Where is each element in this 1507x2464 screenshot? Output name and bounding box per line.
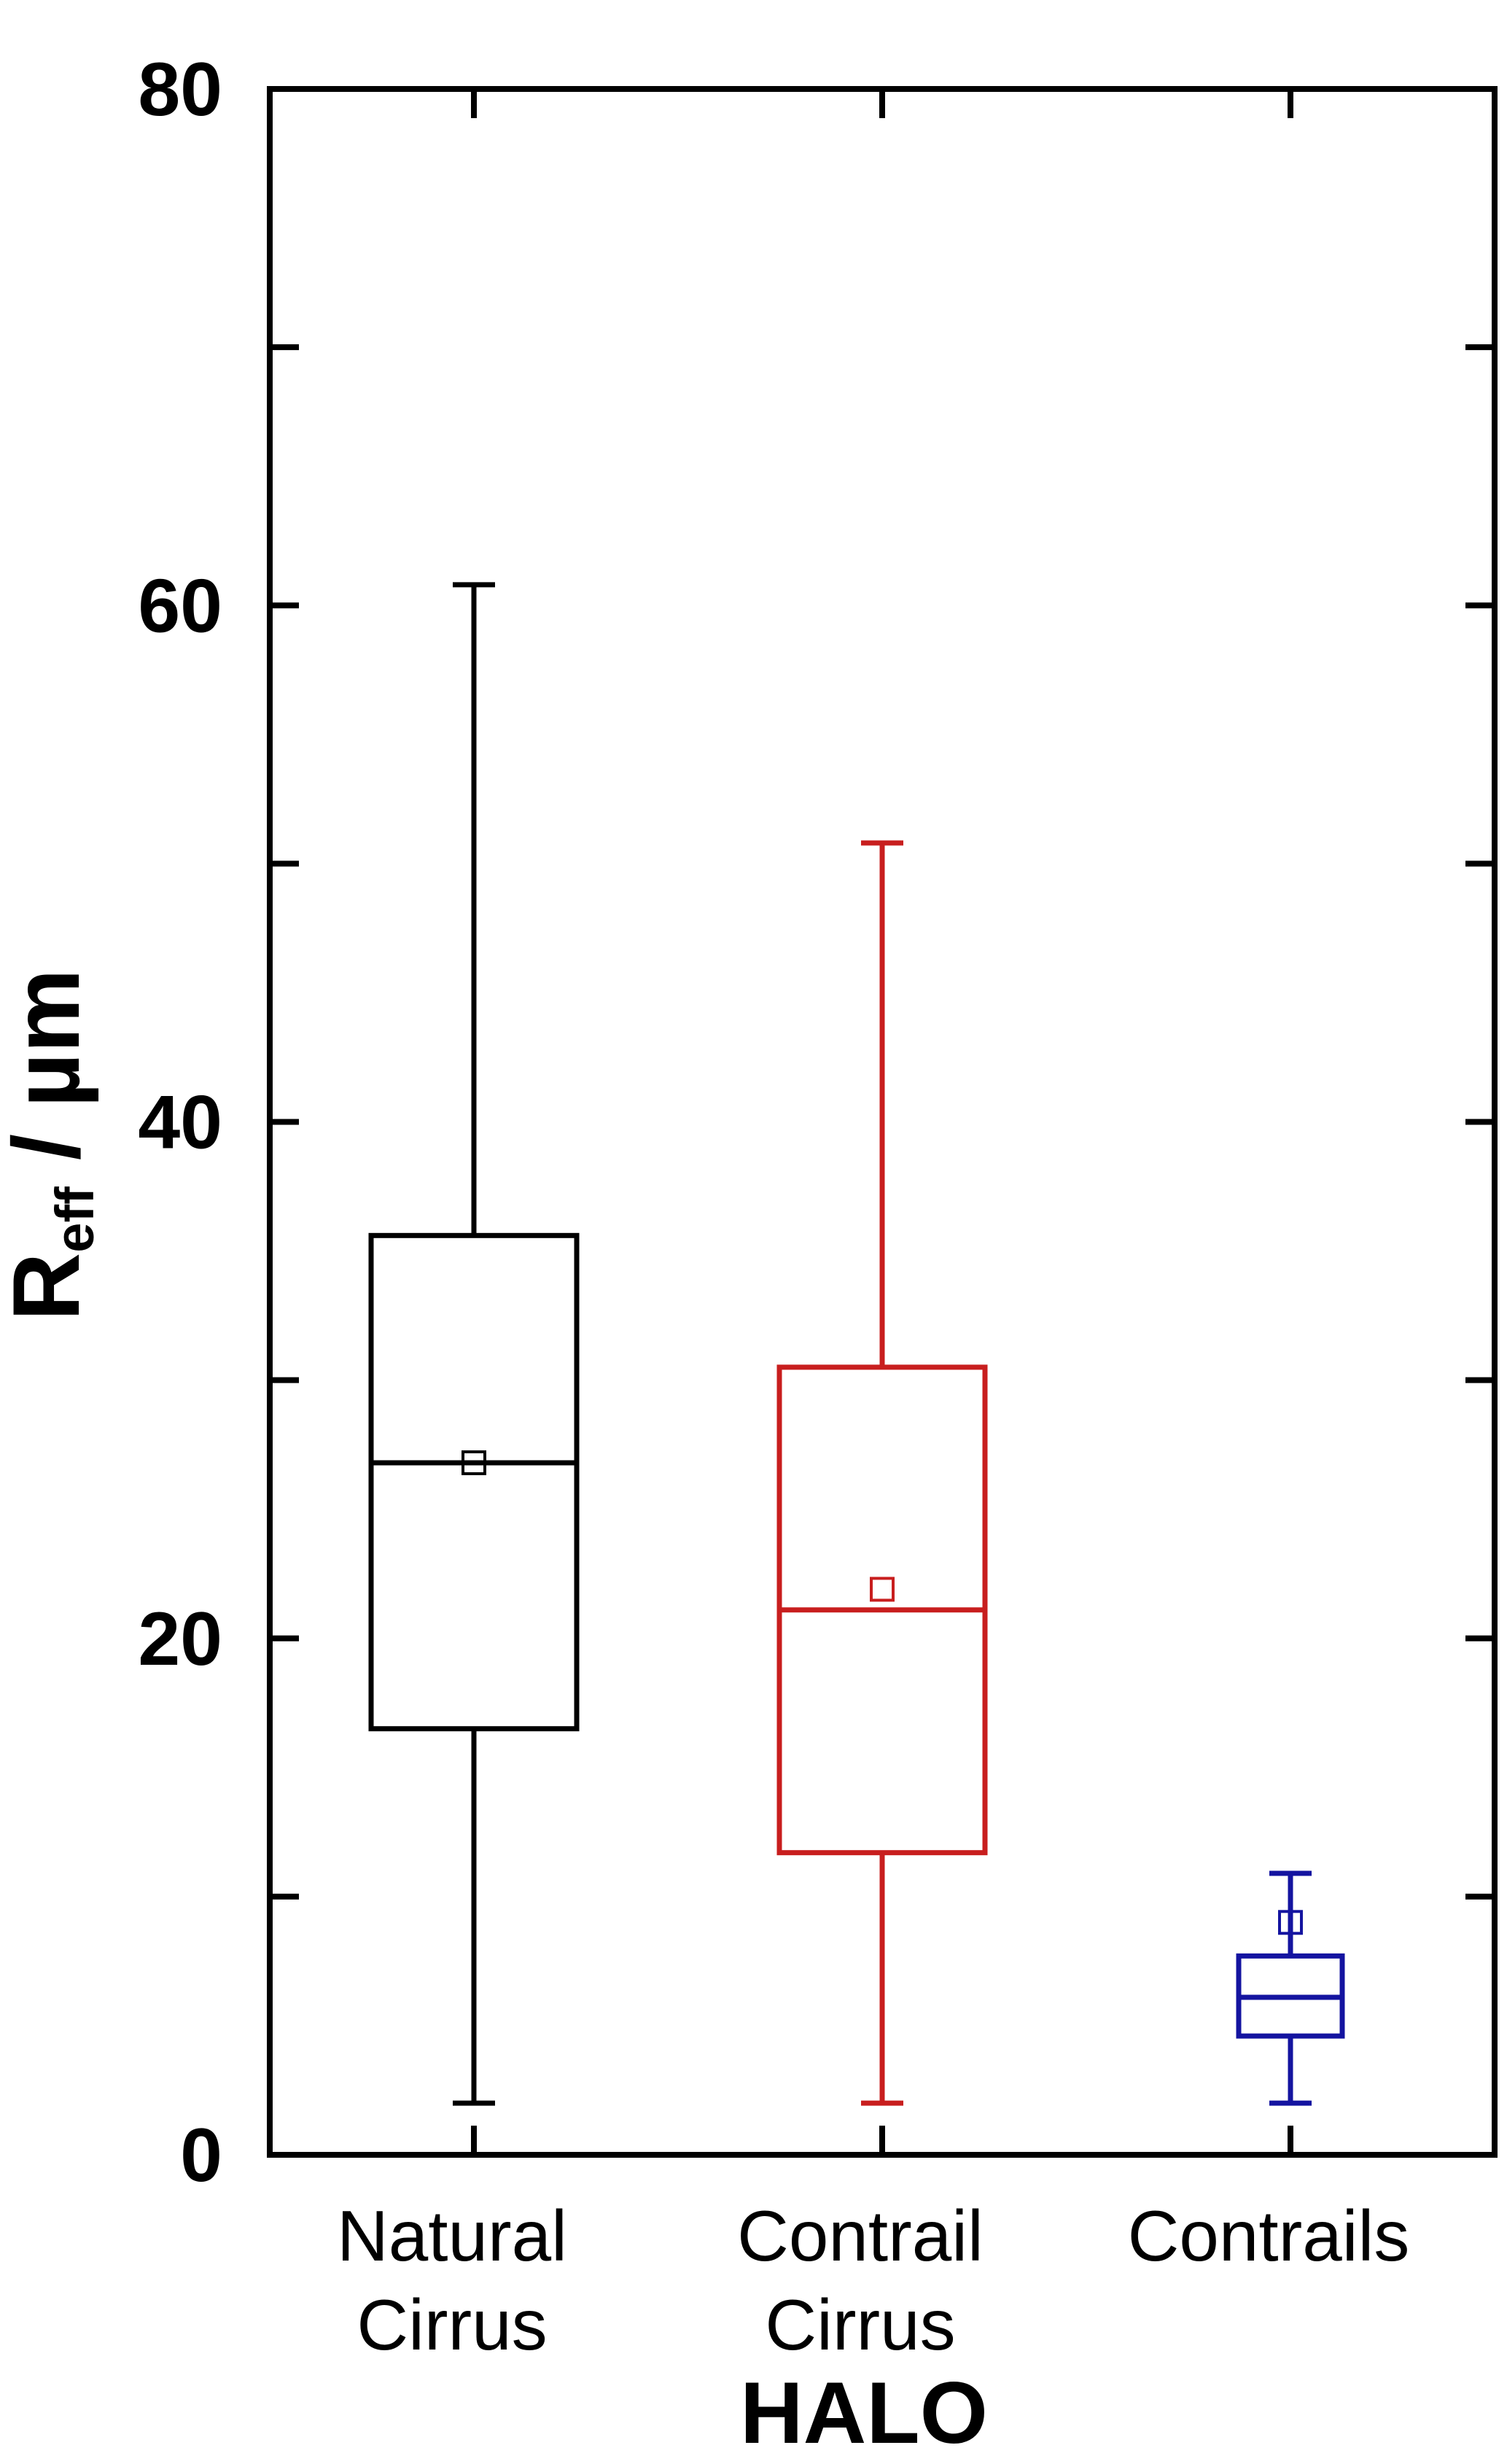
y-axis-title-subscript: eff	[44, 1186, 105, 1253]
plot-area: 0 20 40 60 80 Natural Cirrus Contrail Cirrus Cont…	[138, 47, 1498, 2365]
box-iqr	[368, 1232, 580, 1732]
y-tick-label: 40	[138, 1081, 222, 1165]
mean-marker	[1278, 1910, 1303, 1935]
mean-marker	[462, 1450, 486, 1475]
y-axis-title-unit: / µm	[0, 968, 99, 1186]
y-axis-title-main: R	[0, 1253, 99, 1321]
y-tick-label: 0	[180, 2113, 222, 2198]
y-tick-label: 60	[138, 564, 222, 648]
category-label: Natural	[337, 2196, 567, 2276]
category-label: Contrail	[737, 2196, 984, 2276]
y-tick-label: 80	[138, 47, 222, 132]
category-label: Cirrus	[357, 2285, 547, 2365]
mean-marker	[870, 1577, 895, 1602]
x-axis-title: HALO	[740, 2364, 988, 2462]
y-tick-label: 20	[138, 1597, 222, 1682]
y-axis-title: Reff / µm	[0, 968, 105, 1321]
category-label: Contrails	[1128, 2196, 1410, 2276]
category-label: Cirrus	[765, 2285, 955, 2365]
